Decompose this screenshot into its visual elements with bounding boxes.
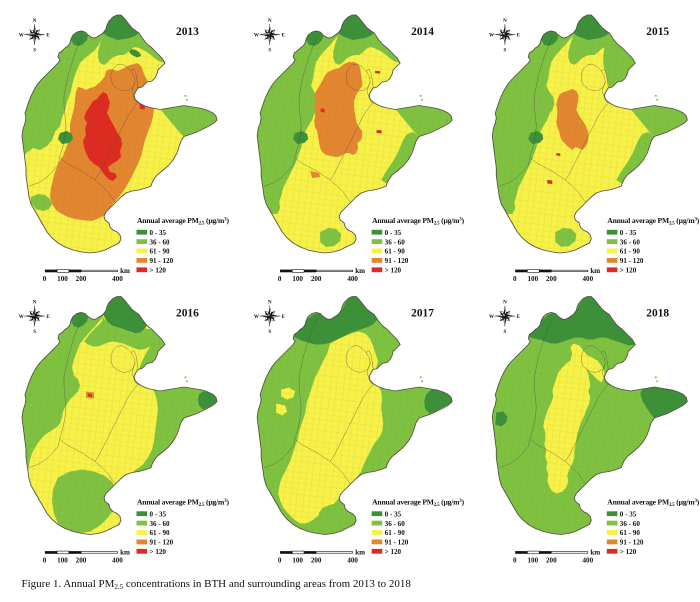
svg-text:0: 0 [513,275,517,283]
svg-text:> 120: > 120 [385,548,402,556]
svg-text:E: E [517,33,521,38]
svg-text:61 - 90: 61 - 90 [620,529,641,537]
svg-text:91 - 120: 91 - 120 [385,539,409,547]
svg-text:S: S [504,330,507,335]
svg-text:N: N [268,301,272,306]
svg-text:Annual average PM2.5 (µg/m3): Annual average PM2.5 (µg/m3) [607,497,699,508]
svg-text:400: 400 [112,275,123,283]
svg-text:0: 0 [43,275,47,283]
svg-text:36 - 60: 36 - 60 [385,238,406,246]
svg-text:100: 100 [527,275,538,283]
svg-text:400: 400 [347,556,358,564]
svg-text:100: 100 [527,556,538,564]
svg-text:200: 200 [311,275,322,283]
svg-text:N: N [503,19,507,24]
svg-text:0: 0 [513,556,517,564]
svg-text:> 120: > 120 [150,267,167,275]
svg-text:400: 400 [582,275,593,283]
svg-text:36 - 60: 36 - 60 [620,520,641,528]
svg-text:100: 100 [292,275,303,283]
svg-text:91 - 120: 91 - 120 [620,257,644,265]
svg-text:0: 0 [43,556,47,564]
svg-text:km: km [120,267,130,275]
svg-text:Annual average PM2.5 (µg/m3): Annual average PM2.5 (µg/m3) [137,216,229,227]
svg-text:200: 200 [311,556,322,564]
svg-text:Annual average PM2.5 (µg/m3): Annual average PM2.5 (µg/m3) [372,216,464,227]
svg-text:N: N [268,19,272,24]
svg-text:0 - 35: 0 - 35 [150,510,167,518]
svg-text:Annual average PM2.5 (µg/m3): Annual average PM2.5 (µg/m3) [137,497,229,508]
svg-text:W: W [489,33,494,38]
svg-text:0: 0 [278,556,282,564]
svg-text:200: 200 [546,556,557,564]
svg-text:W: W [254,315,259,320]
svg-text:0 - 35: 0 - 35 [385,510,402,518]
svg-text:km: km [590,267,600,275]
svg-text:0 - 35: 0 - 35 [385,229,402,237]
svg-text:2016: 2016 [176,308,199,320]
svg-text:200: 200 [76,556,87,564]
svg-text:E: E [517,315,521,320]
svg-text:400: 400 [347,275,358,283]
svg-text:100: 100 [57,275,68,283]
svg-text:36 - 60: 36 - 60 [150,238,171,246]
svg-text:0 - 35: 0 - 35 [150,229,167,237]
svg-text:km: km [355,267,365,275]
svg-text:400: 400 [112,556,123,564]
svg-text:91 - 120: 91 - 120 [385,257,409,265]
svg-text:S: S [504,48,507,53]
svg-text:N: N [33,301,37,306]
svg-text:km: km [590,549,600,557]
svg-text:0 - 35: 0 - 35 [620,229,637,237]
svg-text:2014: 2014 [411,26,434,38]
svg-text:E: E [46,315,50,320]
svg-text:km: km [120,549,130,557]
svg-text:S: S [33,330,36,335]
svg-text:W: W [19,315,24,320]
svg-text:S: S [33,48,36,53]
svg-text:S: S [268,330,271,335]
svg-text:91 - 120: 91 - 120 [620,539,644,547]
svg-text:> 120: > 120 [150,548,167,556]
svg-text:61 - 90: 61 - 90 [150,248,171,256]
svg-text:2018: 2018 [646,308,669,320]
svg-text:91 - 120: 91 - 120 [150,257,174,265]
svg-text:Figure 1. Annual PM2.5 concent: Figure 1. Annual PM2.5 concentrations in… [22,578,412,591]
svg-text:36 - 60: 36 - 60 [620,238,641,246]
svg-text:200: 200 [76,275,87,283]
svg-text:km: km [355,549,365,557]
svg-text:> 120: > 120 [620,548,637,556]
svg-text:S: S [268,48,271,53]
svg-text:100: 100 [57,556,68,564]
svg-text:E: E [281,33,285,38]
svg-text:W: W [254,33,259,38]
svg-text:E: E [46,33,50,38]
svg-text:91 - 120: 91 - 120 [150,539,174,547]
svg-text:61 - 90: 61 - 90 [385,248,406,256]
svg-text:36 - 60: 36 - 60 [385,520,406,528]
svg-text:2015: 2015 [646,26,669,38]
svg-text:Annual average PM2.5 (µg/m3): Annual average PM2.5 (µg/m3) [372,497,464,508]
svg-text:0: 0 [278,275,282,283]
svg-text:61 - 90: 61 - 90 [385,529,406,537]
svg-text:N: N [503,301,507,306]
svg-text:2017: 2017 [411,308,434,320]
svg-text:0 - 35: 0 - 35 [620,510,637,518]
svg-text:61 - 90: 61 - 90 [620,248,641,256]
svg-text:36 - 60: 36 - 60 [150,520,171,528]
svg-text:2013: 2013 [176,26,199,38]
svg-text:> 120: > 120 [620,267,637,275]
svg-text:E: E [281,315,285,320]
svg-text:200: 200 [546,275,557,283]
svg-text:400: 400 [582,556,593,564]
svg-text:N: N [33,19,37,24]
svg-text:100: 100 [292,556,303,564]
svg-text:W: W [489,315,494,320]
svg-text:61 - 90: 61 - 90 [150,529,171,537]
svg-text:Annual average PM2.5 (µg/m3): Annual average PM2.5 (µg/m3) [607,216,699,227]
svg-text:> 120: > 120 [385,267,402,275]
svg-text:W: W [19,33,24,38]
